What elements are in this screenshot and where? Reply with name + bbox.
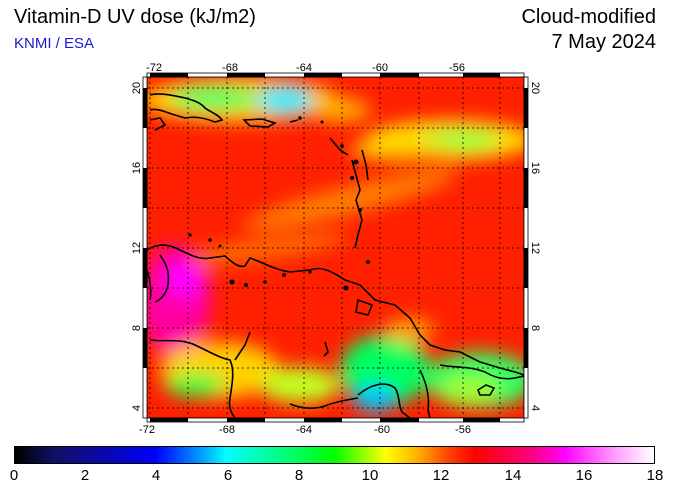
lat-tick-left: 16 — [131, 162, 143, 174]
lon-tick-bottom: -68 — [219, 424, 235, 436]
small-islands — [188, 116, 370, 291]
colorbar-label: 16 — [575, 467, 593, 484]
map-title: Vitamin-D UV dose (kJ/m2) — [14, 6, 256, 28]
lat-tick-right: 8 — [529, 325, 541, 331]
lon-tick-top: -64 — [296, 62, 312, 74]
colorbar-label: 8 — [294, 467, 304, 484]
lon-tick-bottom: -60 — [374, 424, 390, 436]
colorbar-label: 0 — [9, 467, 19, 484]
lon-tick-bottom: -72 — [139, 424, 155, 436]
lat-tick-right: 20 — [529, 82, 541, 94]
colorbar-label: 18 — [646, 467, 664, 484]
uv-dose-map: -72 -68 -64 -60 -56 -72 -68 -64 -60 -56 … — [131, 62, 541, 436]
map-grid — [147, 77, 524, 418]
map-field — [147, 77, 524, 418]
product-label: Cloud-modified — [521, 6, 656, 28]
lat-tick-left: 20 — [131, 82, 143, 94]
coastlines — [147, 93, 524, 418]
colorbar-label: 2 — [80, 467, 90, 484]
lat-ticks-left: 20 16 12 8 4 — [131, 82, 143, 411]
lat-tick-left: 4 — [131, 405, 143, 411]
lon-tick-top: -72 — [146, 62, 162, 74]
colorbar-label: 4 — [151, 467, 161, 484]
lon-ticks-bottom: -72 -68 -64 -60 -56 — [139, 424, 471, 436]
lon-tick-top: -68 — [222, 62, 238, 74]
colorbar-label: 6 — [223, 467, 233, 484]
colorbar-label: 12 — [432, 467, 450, 484]
lat-tick-right: 12 — [529, 242, 541, 254]
lat-tick-right: 4 — [529, 405, 541, 411]
credit-label: KNMI / ESA — [14, 35, 95, 52]
lat-tick-right: 16 — [529, 162, 541, 174]
lon-tick-top: -60 — [372, 62, 388, 74]
lat-tick-left: 12 — [131, 242, 143, 254]
colorbar-label: 14 — [504, 467, 522, 484]
lon-tick-top: -56 — [449, 62, 465, 74]
lon-ticks-top: -72 -68 -64 -60 -56 — [146, 62, 465, 74]
date-label: 7 May 2024 — [551, 31, 656, 53]
lon-tick-bottom: -64 — [296, 424, 312, 436]
lat-ticks-right: 20 16 12 8 4 — [529, 82, 541, 411]
map-frame — [142, 72, 529, 423]
lat-tick-left: 8 — [131, 325, 143, 331]
lon-tick-bottom: -56 — [455, 424, 471, 436]
colorbar-label: 10 — [361, 467, 379, 484]
colorbar — [14, 446, 655, 464]
